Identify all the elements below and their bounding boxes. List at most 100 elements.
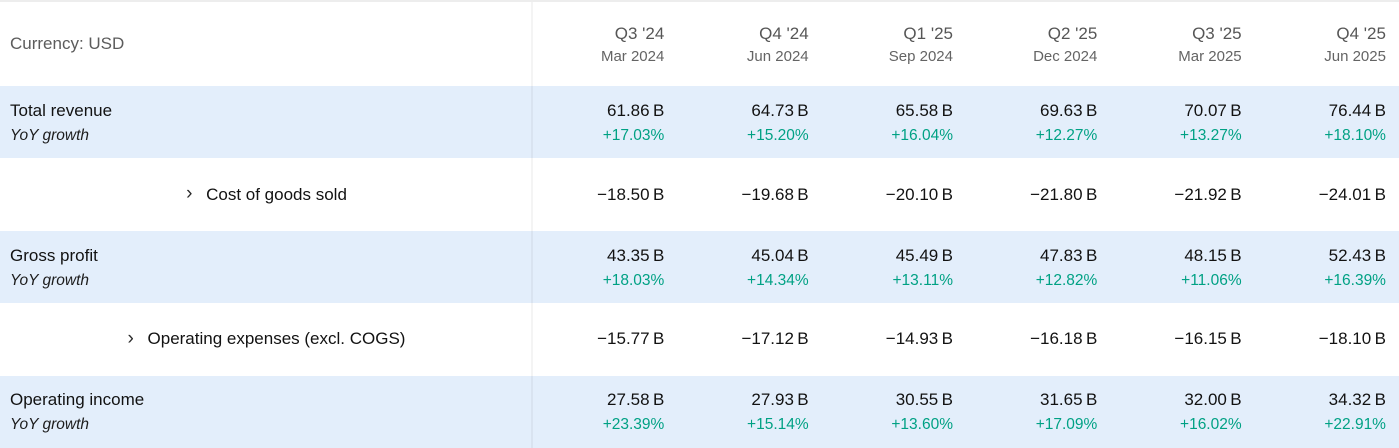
metric-value: 45.04 B: [751, 245, 809, 265]
row-label: Cost of goods sold: [206, 184, 347, 204]
metric-value: 76.44 B: [1328, 100, 1386, 120]
currency-label-cell: Currency: USD: [0, 2, 533, 86]
value-cell: 31.65 B +17.09%: [966, 376, 1110, 448]
growth-value: +16.04%: [891, 126, 953, 144]
row-sublabel: YoY growth: [10, 126, 89, 144]
metric-value: −17.12 B: [741, 329, 809, 349]
table-row-total-revenue: Total revenue YoY growth 61.86 B +17.03%…: [0, 86, 1399, 159]
metric-value: 27.93 B: [751, 390, 809, 410]
growth-value: +13.60%: [891, 416, 953, 434]
row-label: Total revenue: [10, 100, 113, 120]
value-cell: −14.93 B: [822, 303, 966, 375]
column-quarter: Q1 '25: [903, 23, 953, 43]
column-header-q4-24: Q4 '24 Jun 2024: [677, 2, 821, 86]
growth-value: +16.02%: [1180, 416, 1242, 434]
column-quarter: Q4 '25: [1336, 23, 1386, 43]
value-cell: 52.43 B +16.39%: [1255, 231, 1399, 303]
growth-value: +17.03%: [602, 126, 665, 144]
value-cell: −24.01 B: [1255, 158, 1399, 230]
value-cell: 48.15 B +11.06%: [1110, 231, 1254, 303]
metric-value: 32.00 B: [1184, 390, 1242, 410]
growth-value: +13.27%: [1180, 126, 1242, 144]
value-cell: 47.83 B +12.82%: [966, 231, 1110, 303]
row-sublabel: YoY growth: [10, 271, 89, 289]
row-label: Gross profit: [10, 245, 98, 265]
column-quarter: Q3 '24: [614, 23, 665, 43]
metric-value: −18.10 B: [1318, 329, 1386, 349]
expand-row-toggle[interactable]: › Cost of goods sold: [0, 158, 533, 231]
column-quarter: Q3 '25: [1192, 23, 1242, 43]
metric-value: −14.93 B: [885, 329, 953, 349]
metric-value: −21.80 B: [1030, 184, 1098, 204]
column-date: Mar 2024: [600, 47, 665, 65]
column-header-q2-25: Q2 '25 Dec 2024: [966, 2, 1110, 86]
value-cell: −16.18 B: [966, 303, 1110, 375]
metric-value: 34.32 B: [1328, 390, 1386, 410]
metric-value: 30.55 B: [895, 390, 953, 410]
value-cell: −18.50 B: [533, 158, 677, 230]
metric-value: −24.01 B: [1318, 184, 1386, 204]
growth-value: +12.82%: [1035, 271, 1098, 289]
metric-value: −15.77 B: [597, 329, 665, 349]
metric-value: 52.43 B: [1328, 245, 1386, 265]
metric-value: −21.92 B: [1174, 184, 1242, 204]
growth-value: +17.09%: [1035, 416, 1098, 434]
metric-value: 31.65 B: [1040, 390, 1098, 410]
metric-value: −20.10 B: [885, 184, 953, 204]
row-label-cell: Gross profit YoY growth: [0, 230, 533, 304]
table-row-cost-of-goods-sold: › Cost of goods sold −18.50 B −19.68 B −…: [0, 158, 1399, 231]
metric-value: −16.18 B: [1030, 329, 1098, 349]
value-cell: 69.63 B +12.27%: [966, 86, 1110, 158]
value-cell: 45.49 B +13.11%: [822, 231, 966, 303]
chevron-right-icon[interactable]: ›: [186, 183, 193, 205]
value-cell: −19.68 B: [677, 158, 821, 230]
metric-value: −18.50 B: [597, 184, 665, 204]
column-quarter: Q4 '24: [759, 23, 809, 43]
growth-value: +16.39%: [1324, 271, 1386, 289]
metric-value: 70.07 B: [1184, 100, 1242, 120]
table-row-gross-profit: Gross profit YoY growth 43.35 B +18.03% …: [0, 230, 1399, 304]
growth-value: +18.10%: [1324, 126, 1386, 144]
value-cell: 61.86 B +17.03%: [533, 86, 677, 158]
value-cell: 76.44 B +18.10%: [1255, 86, 1399, 158]
growth-value: +14.34%: [747, 271, 809, 289]
metric-value: 48.15 B: [1184, 245, 1242, 265]
column-quarter: Q2 '25: [1047, 23, 1098, 43]
value-cell: 45.04 B +14.34%: [677, 231, 821, 303]
column-header-q3-24: Q3 '24 Mar 2024: [533, 2, 677, 86]
growth-value: +22.91%: [1324, 416, 1386, 434]
chevron-right-icon[interactable]: ›: [127, 327, 134, 349]
metric-value: 61.86 B: [607, 100, 665, 120]
column-header-q3-25: Q3 '25 Mar 2025: [1110, 2, 1254, 86]
value-cell: −15.77 B: [533, 303, 677, 375]
expand-row-toggle[interactable]: › Operating expenses (excl. COGS): [0, 303, 533, 376]
growth-value: +18.03%: [602, 271, 665, 289]
value-cell: 27.93 B +15.14%: [677, 376, 821, 448]
row-label-cell: Total revenue YoY growth: [0, 86, 533, 159]
column-date: Jun 2024: [746, 47, 809, 65]
growth-value: +15.14%: [747, 416, 809, 434]
growth-value: +12.27%: [1035, 126, 1098, 144]
metric-value: −19.68 B: [741, 184, 809, 204]
metric-value: 65.58 B: [895, 100, 953, 120]
currency-label: Currency: USD: [10, 34, 125, 53]
value-cell: −20.10 B: [822, 158, 966, 230]
column-date: Dec 2024: [1033, 47, 1098, 65]
value-cell: 65.58 B +16.04%: [822, 86, 966, 158]
growth-value: +15.20%: [747, 126, 809, 144]
metric-value: 69.63 B: [1040, 100, 1098, 120]
row-sublabel: YoY growth: [10, 416, 89, 434]
growth-value: +11.06%: [1181, 271, 1242, 289]
metric-value: 47.83 B: [1040, 245, 1098, 265]
column-header-q4-25: Q4 '25 Jun 2025: [1255, 2, 1399, 86]
growth-value: +13.11%: [892, 271, 953, 289]
metric-value: −16.15 B: [1174, 329, 1242, 349]
value-cell: 34.32 B +22.91%: [1255, 376, 1399, 448]
value-cell: 32.00 B +16.02%: [1110, 376, 1254, 448]
row-label-cell: Operating income YoY growth: [0, 375, 533, 448]
value-cell: −18.10 B: [1255, 303, 1399, 375]
row-label: Operating expenses (excl. COGS): [147, 329, 406, 349]
value-cell: 30.55 B +13.60%: [822, 376, 966, 448]
metric-value: 43.35 B: [607, 245, 665, 265]
